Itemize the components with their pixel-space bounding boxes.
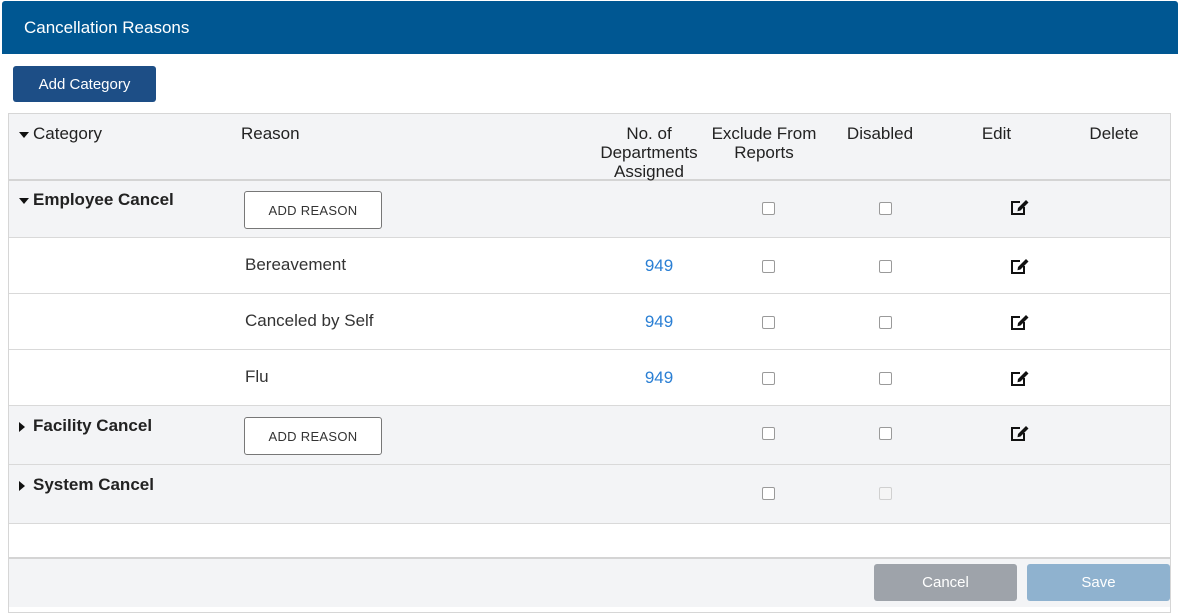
- exclude-checkbox[interactable]: [762, 316, 775, 329]
- reason-name: Canceled by Self: [245, 311, 374, 330]
- departments-count-link[interactable]: 949: [644, 312, 674, 331]
- add-category-button[interactable]: Add Category: [13, 66, 156, 102]
- form-footer: Cancel Save: [9, 557, 1170, 607]
- table-row: Bereavement 949: [9, 238, 1170, 294]
- caret-down-icon: [19, 131, 29, 138]
- save-button[interactable]: Save: [1027, 564, 1170, 601]
- header-departments: No. of Departments Assigned: [600, 124, 698, 181]
- caret-down-icon[interactable]: [19, 197, 29, 204]
- exclude-checkbox[interactable]: [762, 372, 775, 385]
- disabled-checkbox[interactable]: [879, 427, 892, 440]
- header-reason: Reason: [241, 124, 300, 143]
- category-row-employee-cancel: Employee Cancel ADD REASON: [9, 181, 1170, 238]
- disabled-checkbox[interactable]: [879, 260, 892, 273]
- exclude-checkbox[interactable]: [762, 260, 775, 273]
- header-exclude: Exclude From Reports: [711, 124, 817, 162]
- header-delete: Delete: [1089, 124, 1139, 143]
- disabled-checkbox[interactable]: [879, 372, 892, 385]
- table-row: Canceled by Self 949: [9, 294, 1170, 350]
- header-disabled: Disabled: [846, 124, 914, 143]
- disabled-checkbox[interactable]: [879, 316, 892, 329]
- category-facility-cancel[interactable]: Facility Cancel: [19, 416, 152, 436]
- add-reason-button[interactable]: ADD REASON: [244, 417, 382, 455]
- category-row-system-cancel: System Cancel: [9, 465, 1170, 524]
- exclude-checkbox[interactable]: [762, 487, 775, 500]
- header-edit: Edit: [981, 124, 1012, 143]
- caret-right-icon[interactable]: [19, 480, 25, 491]
- reason-name: Flu: [245, 367, 269, 386]
- reasons-table: Category Reason No. of Departments Assig…: [8, 113, 1171, 613]
- reason-name: Bereavement: [245, 255, 347, 274]
- category-row-facility-cancel: Facility Cancel ADD REASON: [9, 406, 1170, 465]
- edit-icon[interactable]: [1009, 368, 1031, 388]
- edit-icon[interactable]: [1009, 312, 1031, 332]
- edit-icon[interactable]: [1009, 256, 1031, 276]
- disabled-checkbox: [879, 487, 892, 500]
- edit-icon[interactable]: [1009, 197, 1031, 217]
- page-title: Cancellation Reasons: [24, 18, 190, 37]
- add-reason-button[interactable]: ADD REASON: [244, 191, 382, 229]
- departments-count-link[interactable]: 949: [644, 256, 674, 275]
- edit-icon[interactable]: [1009, 423, 1031, 443]
- page-title-bar: Cancellation Reasons: [2, 1, 1178, 54]
- departments-count-link[interactable]: 949: [644, 368, 674, 387]
- table-header: Category Reason No. of Departments Assig…: [9, 114, 1170, 181]
- exclude-checkbox[interactable]: [762, 427, 775, 440]
- table-row: Flu 949: [9, 350, 1170, 406]
- category-system-cancel[interactable]: System Cancel: [19, 475, 154, 495]
- caret-right-icon[interactable]: [19, 421, 25, 432]
- header-category[interactable]: Category: [19, 124, 102, 143]
- exclude-checkbox[interactable]: [762, 202, 775, 215]
- disabled-checkbox[interactable]: [879, 202, 892, 215]
- category-employee-cancel[interactable]: Employee Cancel: [19, 190, 174, 210]
- cancel-button[interactable]: Cancel: [874, 564, 1017, 601]
